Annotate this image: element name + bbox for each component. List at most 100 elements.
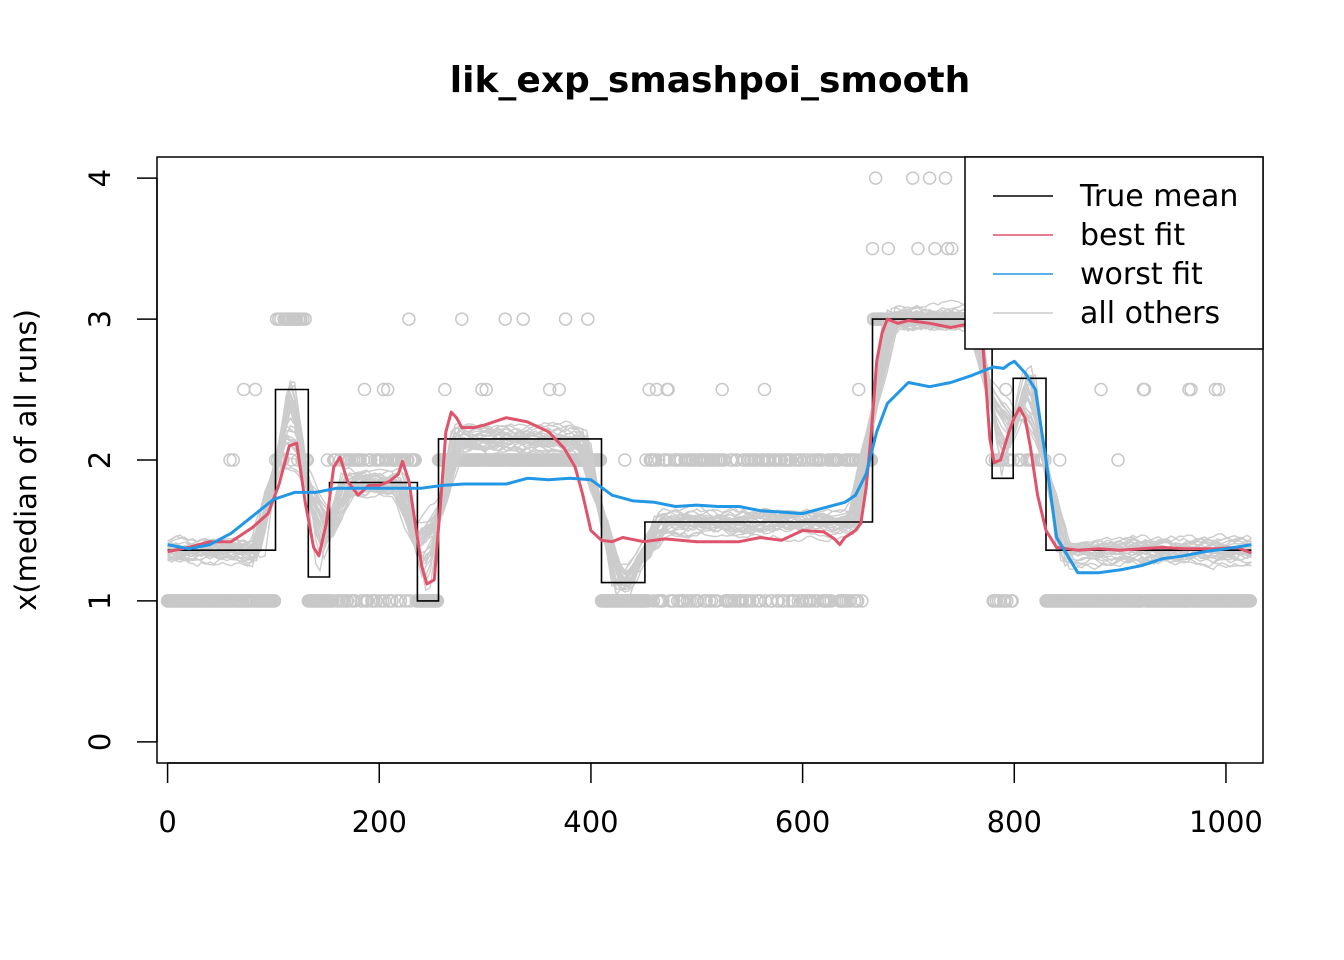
data-point [340,594,355,608]
y-tick-label: 4 [83,169,117,187]
worst-fit-path [167,359,1252,575]
data-point [757,382,772,397]
best-fit-line [167,317,1252,586]
data-point [661,382,675,397]
y-axis-label: x(median of all runs) [9,309,43,611]
legend-label: best fit [1080,218,1185,253]
chart-title: lik_exp_smashpoi_smooth [450,60,970,101]
x-tick-label: 600 [775,805,830,839]
data-point [516,312,530,326]
data-point [1000,594,1014,608]
data-point [868,171,883,185]
data-point [455,312,469,326]
data-point [593,453,608,467]
data-point [479,382,493,397]
data-point [618,453,632,467]
data-point [298,312,312,326]
legend-label: True mean [1079,179,1238,214]
data-point [402,312,416,326]
x-tick-label: 800 [987,805,1042,839]
data-point [905,171,920,185]
data-point [542,382,557,397]
data-point [1243,594,1258,608]
data-point [385,594,399,608]
x-tick-label: 1000 [1189,805,1263,839]
data-point [237,382,251,397]
data-point [393,594,408,608]
data-point [498,312,512,326]
data-point [408,453,422,467]
data-point [666,594,681,608]
data-point [1211,382,1226,397]
data-point [1005,594,1019,608]
data-point [648,453,663,467]
data-point [771,594,786,608]
data-point [1053,453,1067,467]
data-point [642,382,656,397]
legend-label: all others [1080,296,1220,331]
data-point [940,241,955,256]
data-point [881,241,896,256]
y-tick-label: 1 [83,592,117,610]
data-point [945,241,959,256]
y-tick-label: 0 [83,733,117,751]
data-point [776,594,791,608]
data-point [656,594,670,608]
data-point [558,312,573,326]
data-point [552,382,566,397]
best-fit-path [167,317,1252,586]
data-point [1208,382,1223,397]
x-axis: 0 200 400 600 800 1000 [158,762,1263,839]
x-tick-label: 200 [352,805,407,839]
true-mean-line [167,318,1252,602]
data-point [380,382,395,397]
data-point [774,453,789,467]
data-point [475,382,489,397]
data-point [1137,382,1152,397]
data-point [938,171,953,185]
other-fit-line [167,317,1252,587]
data-point [646,594,661,608]
data-point [850,594,865,608]
data-point [223,453,237,467]
data-point [922,171,937,185]
data-point [855,594,869,608]
data-point [742,594,757,608]
data-point [357,382,372,397]
data-point [226,453,240,467]
data-point [248,382,263,397]
data-point [401,453,415,467]
worst-fit-line [167,359,1252,575]
data-point [715,382,729,397]
data-point [376,382,391,397]
y-tick-label: 3 [83,310,117,328]
x-tick-label: 0 [158,805,176,839]
data-point [438,382,452,397]
data-point [851,382,866,397]
data-point [999,382,1013,397]
other-fit-line [167,319,1252,585]
legend-box [964,156,1264,350]
other-fit-line [167,313,1252,582]
data-point [911,241,925,256]
data-point [865,241,880,256]
data-point [364,453,378,467]
data-point [353,453,367,467]
y-axis: 0 1 2 3 4 [83,169,158,751]
data-point [699,594,714,608]
data-point [1111,453,1125,467]
data-point [651,453,666,467]
data-point [928,241,942,256]
legend: True mean best fit worst fit all others [964,156,1264,350]
legend-label: worst fit [1080,257,1203,292]
data-point [1184,382,1198,397]
true-mean-path [167,318,1252,602]
data-point [735,594,750,608]
data-point [581,312,595,326]
x-tick-label: 400 [563,805,618,839]
data-point [267,594,282,608]
data-point [704,594,719,608]
data-point [1094,382,1108,397]
y-tick-label: 2 [83,451,117,469]
